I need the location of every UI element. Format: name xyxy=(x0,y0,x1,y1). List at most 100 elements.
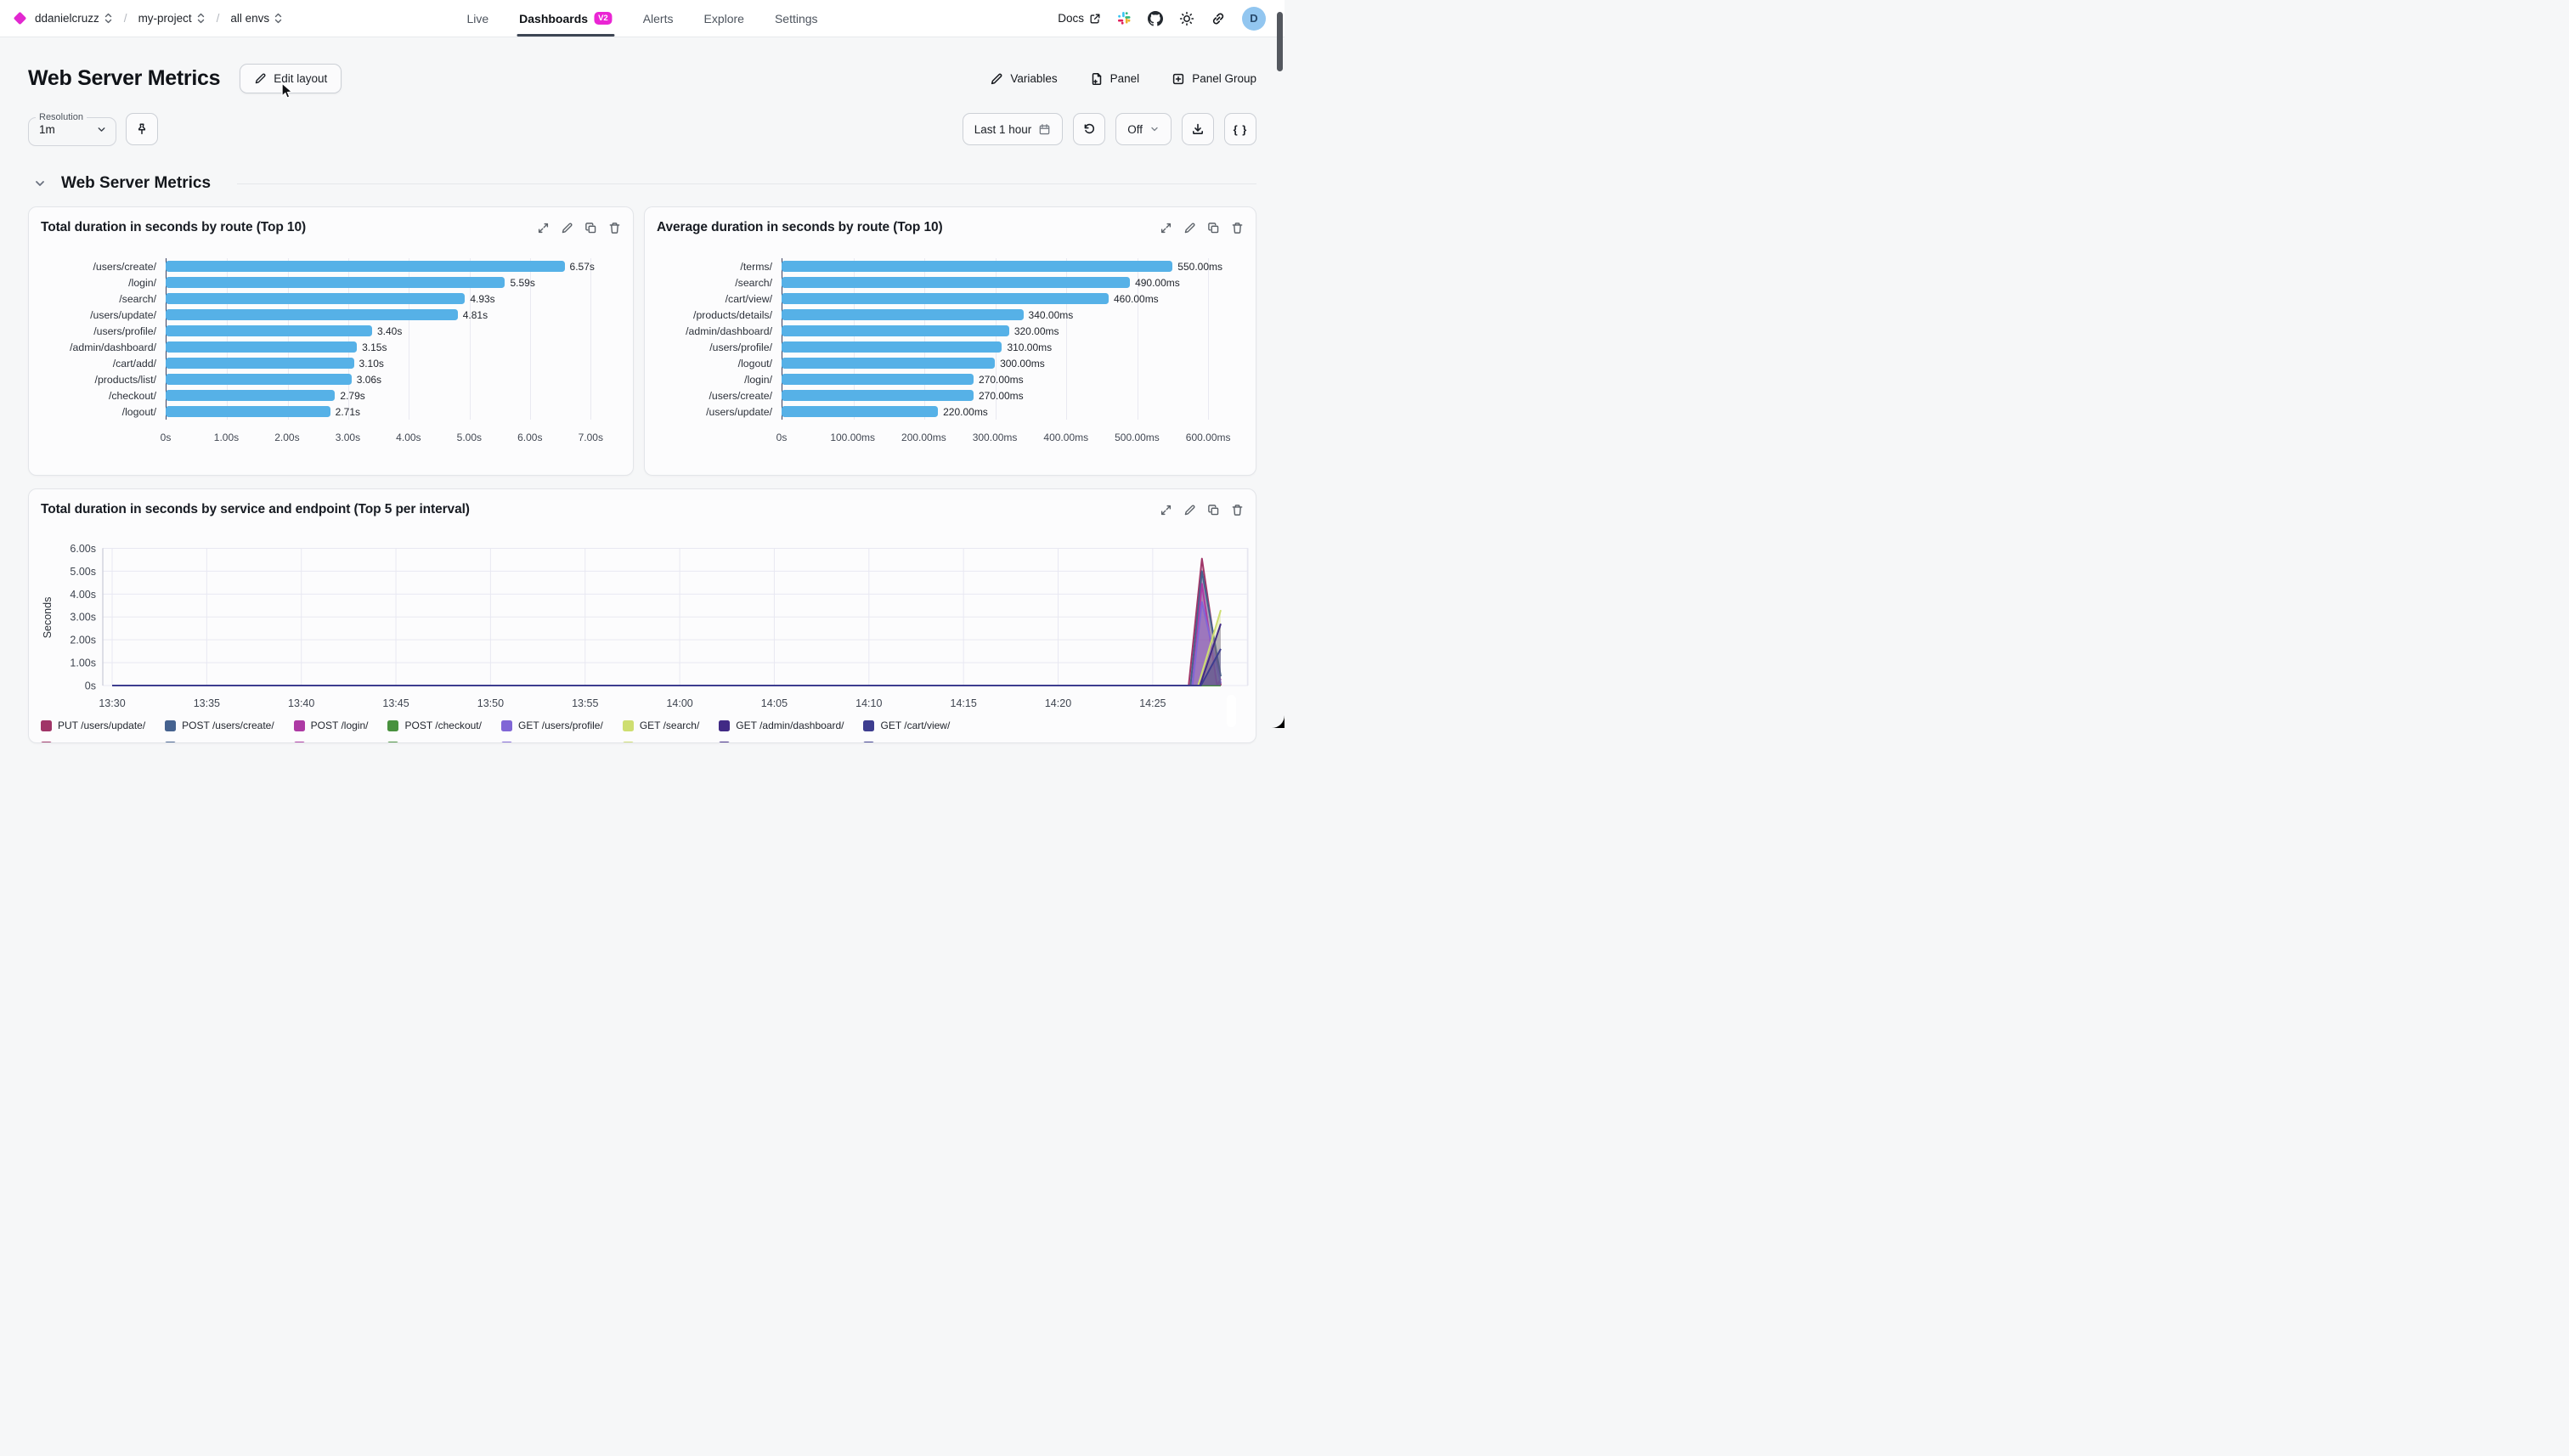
theme-sun-icon[interactable] xyxy=(1179,11,1194,26)
bar-row: /login/270.00ms xyxy=(657,371,1244,387)
bar[interactable] xyxy=(166,390,336,401)
breadcrumb-org[interactable]: ddanielcruzz xyxy=(35,12,113,25)
vertical-scrollbar[interactable] xyxy=(1277,12,1283,71)
legend-item[interactable]: GET /search/ xyxy=(622,720,699,731)
breadcrumb-project[interactable]: my-project xyxy=(138,12,206,25)
duplicate-icon[interactable] xyxy=(1207,504,1220,516)
legend-item[interactable]: GET /cart/view/ xyxy=(863,741,950,742)
legend-item[interactable]: POST /users/create/ xyxy=(165,741,274,742)
collapse-section-button[interactable] xyxy=(28,177,47,190)
bar-row: /users/profile/3.40s xyxy=(41,323,621,339)
bar[interactable] xyxy=(782,293,1109,304)
bar-category-label: /terms/ xyxy=(740,260,772,273)
bar-track: 5.59s xyxy=(166,277,621,289)
bar-category-label: /logout/ xyxy=(121,405,156,418)
bar[interactable] xyxy=(166,341,358,353)
legend-item[interactable]: GET /admin/dashboard/ xyxy=(719,741,844,742)
scroll-handle[interactable] xyxy=(1227,695,1236,727)
logo-diamond-icon[interactable] xyxy=(13,11,27,25)
breadcrumb-separator: / xyxy=(216,12,220,25)
panel-actions xyxy=(1160,504,1244,516)
delete-icon[interactable] xyxy=(608,222,621,234)
edit-panel-icon[interactable] xyxy=(1183,222,1196,234)
duplicate-icon[interactable] xyxy=(584,222,597,234)
legend-label: POST /users/create/ xyxy=(182,720,274,731)
legend-item[interactable]: GET /cart/view/ xyxy=(863,720,950,731)
legend-item[interactable]: PUT /users/update/ xyxy=(41,741,145,742)
json-view-button[interactable]: { } xyxy=(1224,113,1256,145)
download-button[interactable] xyxy=(1182,113,1214,145)
legend-item[interactable]: GET /search/ xyxy=(622,741,699,742)
tab-explore[interactable]: Explore xyxy=(703,0,743,37)
bar[interactable] xyxy=(782,325,1009,336)
tab-settings[interactable]: Settings xyxy=(775,0,818,37)
bar[interactable] xyxy=(166,374,352,385)
legend-item[interactable]: PUT /users/update/ xyxy=(41,720,145,731)
duplicate-icon[interactable] xyxy=(1207,222,1220,234)
legend-item[interactable]: GET /users/profile/ xyxy=(500,720,603,731)
docs-link[interactable]: Docs xyxy=(1058,12,1101,25)
bar[interactable] xyxy=(782,406,939,417)
bar[interactable] xyxy=(782,277,1131,288)
bar[interactable] xyxy=(166,358,354,369)
edit-panel-icon[interactable] xyxy=(1183,504,1196,516)
add-panel-button[interactable]: Panel xyxy=(1090,72,1139,86)
auto-refresh-button[interactable]: Off xyxy=(1115,113,1172,145)
refresh-button[interactable] xyxy=(1073,113,1106,145)
delete-icon[interactable] xyxy=(1231,222,1244,234)
tab-alerts[interactable]: Alerts xyxy=(643,0,674,37)
expand-icon[interactable] xyxy=(1160,222,1172,234)
legend-swatch xyxy=(622,741,634,742)
slack-icon[interactable] xyxy=(1117,11,1132,25)
legend-item[interactable]: GET /users/profile/ xyxy=(500,741,603,742)
legend-label: PUT /users/update/ xyxy=(58,741,145,742)
panel-header: Total duration in seconds by service and… xyxy=(29,489,1256,517)
nav-right-cluster: Docs D xyxy=(1058,6,1284,31)
bar-value-label: 550.00ms xyxy=(1177,260,1222,273)
time-range-button[interactable]: Last 1 hour xyxy=(962,113,1064,145)
bar-track: 3.06s xyxy=(166,374,621,386)
github-icon[interactable] xyxy=(1148,10,1163,26)
bar[interactable] xyxy=(166,325,372,336)
resolution-select[interactable]: Resolution 1m xyxy=(28,112,116,146)
bar[interactable] xyxy=(782,309,1024,320)
share-link-icon[interactable] xyxy=(1211,11,1226,26)
add-panel-group-button[interactable]: Panel Group xyxy=(1172,72,1256,86)
timeseries-chart[interactable]: 0s 1.00s 2.00s 3.00s 4.00s 5.00s 6.00s 13:30 13:… xyxy=(29,517,1256,718)
legend-item[interactable]: POST /users/create/ xyxy=(165,720,274,731)
bar[interactable] xyxy=(166,406,330,417)
expand-icon[interactable] xyxy=(537,222,550,234)
bar-category-label: /users/profile/ xyxy=(93,324,156,337)
legend-item[interactable]: POST /checkout/ xyxy=(387,741,482,742)
gridline xyxy=(530,258,531,420)
chevron-down-icon xyxy=(1151,127,1158,132)
x-axis-tick: 13:35 xyxy=(194,697,220,709)
bar[interactable] xyxy=(782,374,974,385)
bar[interactable] xyxy=(166,293,466,304)
variables-button[interactable]: Variables xyxy=(990,72,1058,86)
x-axis-tick: 13:30 xyxy=(99,697,125,709)
edit-panel-icon[interactable] xyxy=(561,222,573,234)
legend-item[interactable]: GET /admin/dashboard/ xyxy=(719,720,844,731)
bar[interactable] xyxy=(166,309,458,320)
tab-dashboards[interactable]: Dashboards V2 xyxy=(517,0,615,37)
bar[interactable] xyxy=(782,390,974,401)
bar-value-label: 3.40s xyxy=(376,324,403,337)
delete-icon[interactable] xyxy=(1231,504,1244,516)
edit-layout-button[interactable]: Edit layout xyxy=(240,64,342,93)
legend-item[interactable]: POST /login/ xyxy=(293,720,368,731)
pin-icon xyxy=(138,123,146,134)
legend-item[interactable]: POST /checkout/ xyxy=(387,720,482,731)
expand-icon[interactable] xyxy=(1160,504,1172,516)
user-avatar[interactable]: D xyxy=(1242,6,1266,31)
legend-item[interactable]: POST /login/ xyxy=(293,741,368,742)
breadcrumb-env[interactable]: all envs xyxy=(230,12,283,25)
tab-live[interactable]: Live xyxy=(466,0,488,37)
pin-button[interactable] xyxy=(126,113,158,145)
bar[interactable] xyxy=(782,358,996,369)
bar[interactable] xyxy=(782,341,1002,353)
bar[interactable] xyxy=(166,277,505,288)
bar[interactable] xyxy=(166,261,565,272)
bar[interactable] xyxy=(782,261,1173,272)
x-axis-tick: 3.00s xyxy=(335,432,361,443)
